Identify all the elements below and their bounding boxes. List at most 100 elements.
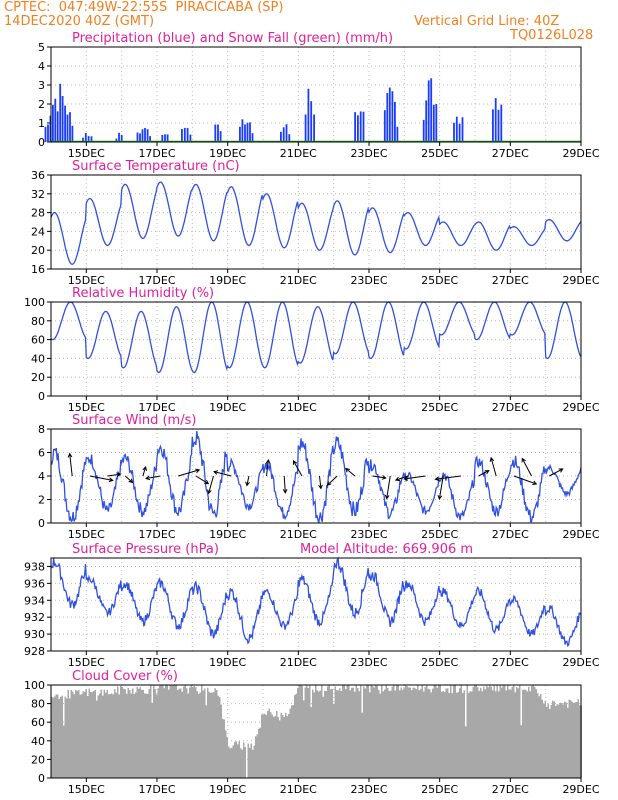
wind-arrow-head bbox=[484, 470, 490, 475]
cloud-bar bbox=[124, 689, 126, 778]
cloud-bar bbox=[231, 747, 233, 778]
cloud-bar bbox=[501, 687, 503, 778]
precip-bar bbox=[90, 136, 93, 142]
precip-bar bbox=[136, 132, 139, 142]
precip-bar bbox=[214, 124, 217, 142]
cloud-bar bbox=[175, 685, 177, 778]
cloud-bar bbox=[262, 714, 264, 778]
x-tick-label: 21DEC bbox=[280, 656, 317, 669]
wind-arrow-head bbox=[434, 476, 440, 482]
cloud-bar bbox=[448, 693, 450, 778]
x-tick-label: 29DEC bbox=[562, 401, 599, 414]
precip-bar bbox=[164, 134, 166, 142]
wind-arrow-head bbox=[213, 470, 219, 475]
y-tick-label: 36 bbox=[31, 169, 45, 182]
x-tick-label: 25DEC bbox=[421, 147, 458, 160]
precip-bar bbox=[425, 100, 428, 142]
x-tick-label: 23DEC bbox=[350, 528, 387, 541]
cloud-bar bbox=[537, 693, 539, 778]
x-tick-label: 25DEC bbox=[421, 656, 458, 669]
cloud-bar bbox=[517, 688, 519, 778]
x-tick-label: 23DEC bbox=[350, 274, 387, 287]
y-tick-label: 24 bbox=[31, 225, 45, 238]
cloud-bar bbox=[138, 688, 140, 778]
cloud-bar bbox=[96, 700, 98, 778]
cloud-bar bbox=[496, 685, 498, 778]
panel-title: Precipitation (blue) and Snow Fall (gree… bbox=[72, 31, 393, 46]
panel-frame bbox=[50, 174, 582, 270]
y-tick-label: 32 bbox=[31, 188, 45, 201]
precip-bar bbox=[362, 111, 365, 142]
cloud-bar bbox=[424, 687, 426, 778]
cloud-bar bbox=[462, 693, 464, 778]
panel-title: Relative Humidity (%) bbox=[72, 286, 214, 301]
cloud-bar bbox=[549, 709, 551, 778]
cloud-bar bbox=[156, 694, 158, 778]
cloud-bar bbox=[561, 702, 563, 778]
wind-arrow-head bbox=[195, 468, 201, 474]
cloud-bar bbox=[522, 689, 524, 778]
x-tick-label: 27DEC bbox=[492, 528, 529, 541]
cloud-bar bbox=[199, 692, 201, 778]
cloud-bar bbox=[66, 698, 68, 778]
cloud-bar bbox=[301, 685, 303, 778]
cloud-bar bbox=[87, 696, 89, 778]
x-tick-label: 17DEC bbox=[138, 274, 175, 287]
cloud-bar bbox=[385, 685, 387, 778]
cloud-bar bbox=[252, 749, 254, 778]
cloud-bar bbox=[430, 692, 432, 778]
y-tick-label: 20 bbox=[31, 371, 45, 384]
precip-bar bbox=[453, 122, 455, 142]
x-tick-label: 19DEC bbox=[209, 274, 246, 287]
cloud-bar bbox=[133, 694, 135, 778]
y-tick-label: 60 bbox=[31, 716, 45, 729]
x-tick-label: 29DEC bbox=[562, 147, 599, 160]
cloud-bar bbox=[259, 727, 261, 778]
precip-bar bbox=[357, 115, 359, 142]
x-tick-label: 23DEC bbox=[350, 656, 387, 669]
cloud-bar bbox=[342, 685, 344, 778]
y-tick-label: 932 bbox=[24, 611, 45, 624]
cloud-bar bbox=[285, 712, 287, 778]
cloud-bar bbox=[555, 705, 557, 778]
panel-4 bbox=[47, 428, 582, 527]
precip-bar bbox=[307, 88, 310, 142]
x-tick-label: 15DEC bbox=[68, 147, 105, 160]
precip-bar bbox=[422, 119, 425, 142]
precip-bar bbox=[497, 109, 500, 142]
x-tick-label: 19DEC bbox=[209, 656, 246, 669]
precip-bar bbox=[359, 111, 362, 142]
cloud-bar bbox=[480, 687, 482, 778]
precip-bar bbox=[69, 112, 71, 142]
y-tick-label: 930 bbox=[24, 628, 45, 641]
cloud-bar bbox=[144, 693, 146, 778]
cloud-bar bbox=[94, 689, 96, 778]
cloud-bar bbox=[225, 730, 227, 778]
cloud-bar bbox=[276, 711, 278, 778]
cloud-bar bbox=[153, 685, 155, 778]
cloud-bar bbox=[81, 694, 83, 778]
cloud-bar bbox=[304, 687, 306, 778]
precip-bar bbox=[282, 127, 285, 142]
cloud-bar bbox=[60, 696, 62, 778]
wind-arrow-head bbox=[345, 467, 350, 473]
wind-arrow bbox=[345, 468, 356, 477]
y-tick-label: 40 bbox=[31, 735, 45, 748]
cloud-bar bbox=[553, 701, 555, 778]
cloud-bar bbox=[169, 685, 171, 778]
cloud-bar bbox=[52, 697, 54, 778]
cloud-bar bbox=[51, 697, 53, 778]
precip-bar bbox=[288, 134, 291, 142]
panel-frame bbox=[50, 301, 582, 397]
cloud-bar bbox=[114, 689, 116, 778]
cloud-bar bbox=[361, 712, 363, 778]
cloud-bar bbox=[294, 695, 296, 778]
cloud-bar bbox=[63, 725, 65, 778]
cloud-bar bbox=[502, 685, 504, 778]
cloud-bar bbox=[88, 688, 90, 778]
cloud-bar bbox=[186, 688, 188, 778]
cloud-bar bbox=[453, 685, 455, 778]
precip-bar bbox=[313, 114, 315, 142]
cloud-bar bbox=[274, 715, 276, 778]
wind-arrow bbox=[124, 475, 133, 483]
